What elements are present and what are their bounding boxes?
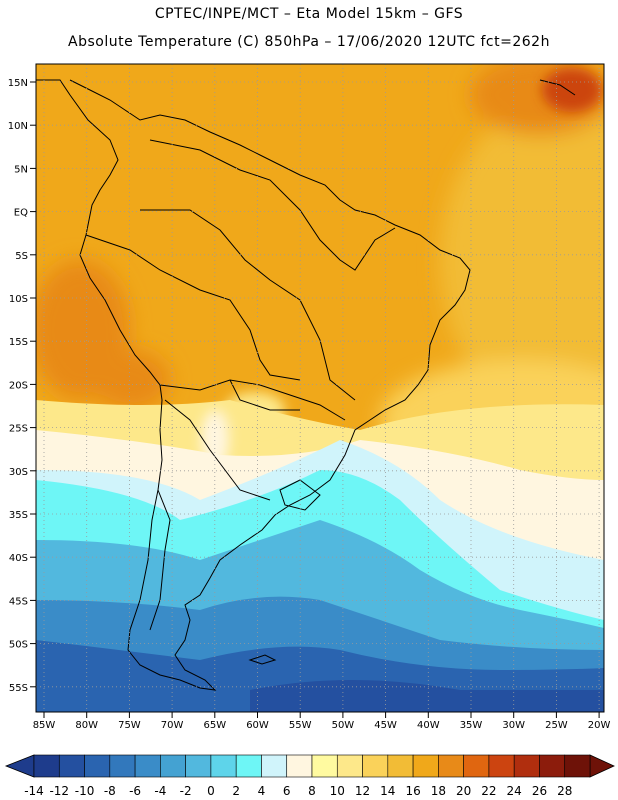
colorbar-label: 10 xyxy=(330,784,345,798)
colorbar: -14 -12 -10 -8 -6 -4 -2 0 2 4 6 8 10 12 14 16 18 20 22 24 26… xyxy=(4,754,615,798)
colorbar-swatch xyxy=(513,754,540,778)
colorbar-label: 24 xyxy=(507,784,522,798)
colorbar-min-arrow xyxy=(4,754,35,778)
latitude-labels: 15N 10N 5N EQ 5S 10S 15S 20S 25S 30S 35S 40S 45S 50S 5… xyxy=(8,78,36,694)
lon-label: 45W xyxy=(374,720,397,731)
lat-label: 25S xyxy=(9,424,28,435)
colorbar-swatch xyxy=(84,754,111,778)
lat-label: 15N xyxy=(8,78,28,89)
colorbar-swatch xyxy=(387,754,414,778)
lat-label: 35S xyxy=(9,510,28,521)
colorbar-label: 16 xyxy=(405,784,420,798)
map-title-line1: CPTEC/INPE/MCT – Eta Model 15km – GFS xyxy=(154,6,464,22)
colorbar-swatch xyxy=(210,754,237,778)
colorbar-label: 20 xyxy=(456,784,471,798)
colorbar-swatch xyxy=(286,754,313,778)
lat-label: 15S xyxy=(9,337,28,348)
lat-label: 5S xyxy=(15,251,28,262)
colorbar-swatch xyxy=(539,754,566,778)
colorbar-label: 2 xyxy=(232,784,240,798)
colorbar-label: 0 xyxy=(207,784,215,798)
colorbar-swatch xyxy=(134,754,161,778)
colorbar-label: 26 xyxy=(532,784,547,798)
lon-label: 65W xyxy=(203,720,226,731)
lat-label: 20S xyxy=(9,380,28,391)
lon-label: 30W xyxy=(502,720,525,731)
colorbar-label: -8 xyxy=(104,784,116,798)
map-frame xyxy=(35,63,605,713)
lat-label: 45S xyxy=(9,596,28,607)
colorbar-label: -10 xyxy=(75,784,95,798)
longitude-labels: 85W 80W 75W 70W 65W 60W 55W 50W 45W 40W 35W 30W 25W 2… xyxy=(33,712,611,731)
colorbar-label: 4 xyxy=(258,784,266,798)
colorbar-label: 22 xyxy=(481,784,496,798)
colorbar-label: 12 xyxy=(355,784,370,798)
colorbar-swatch xyxy=(438,754,464,778)
colorbar-swatch xyxy=(412,754,439,778)
colorbar-label: -6 xyxy=(129,784,141,798)
colorbar-swatch xyxy=(336,754,363,778)
lat-label: 5N xyxy=(14,164,28,175)
lat-label: 55S xyxy=(9,683,28,694)
colorbar-swatch xyxy=(235,754,262,778)
colorbar-label: -14 xyxy=(24,784,44,798)
lat-label: EQ xyxy=(14,208,28,219)
colorbar-swatch xyxy=(33,754,60,778)
lon-label: 25W xyxy=(545,720,568,731)
lon-label: 20W xyxy=(588,720,611,731)
colorbar-swatch xyxy=(362,754,389,778)
map-title-line2: Absolute Temperature (C) 850hPa – 17/06/… xyxy=(68,34,550,50)
colorbar-label: -4 xyxy=(154,784,166,798)
lon-label: 85W xyxy=(33,720,56,731)
lat-label: 40S xyxy=(9,553,28,564)
colorbar-label: 14 xyxy=(380,784,395,798)
colorbar-label: 18 xyxy=(431,784,446,798)
colorbar-swatch xyxy=(185,754,212,778)
colorbar-label: 28 xyxy=(557,784,572,798)
colorbar-swatch xyxy=(58,754,85,778)
lat-label: 10S xyxy=(9,294,28,305)
colorbar-swatch xyxy=(488,754,515,778)
lat-label: 30S xyxy=(9,467,28,478)
lon-label: 35W xyxy=(460,720,483,731)
colorbar-swatch xyxy=(564,754,591,778)
colorbar-swatch xyxy=(311,754,338,778)
colorbar-label: -2 xyxy=(180,784,192,798)
colorbar-label: 6 xyxy=(283,784,291,798)
colorbar-swatch xyxy=(463,754,490,778)
colorbar-label: -12 xyxy=(49,784,69,798)
lon-label: 75W xyxy=(118,720,141,731)
lon-label: 70W xyxy=(161,720,184,731)
colorbar-max-arrow xyxy=(589,754,615,778)
lon-label: 50W xyxy=(332,720,355,731)
lon-label: 60W xyxy=(246,720,269,731)
colorbar-swatch xyxy=(160,754,186,778)
lat-lon-grid xyxy=(36,64,604,712)
lon-label: 80W xyxy=(75,720,98,731)
lat-label: 50S xyxy=(9,640,28,651)
colorbar-label: 8 xyxy=(308,784,316,798)
colorbar-swatch xyxy=(261,754,288,778)
temperature-field xyxy=(36,64,604,712)
lat-label: 10N xyxy=(8,121,28,132)
lon-label: 40W xyxy=(417,720,440,731)
colorbar-swatch xyxy=(109,754,136,778)
lon-label: 55W xyxy=(289,720,312,731)
